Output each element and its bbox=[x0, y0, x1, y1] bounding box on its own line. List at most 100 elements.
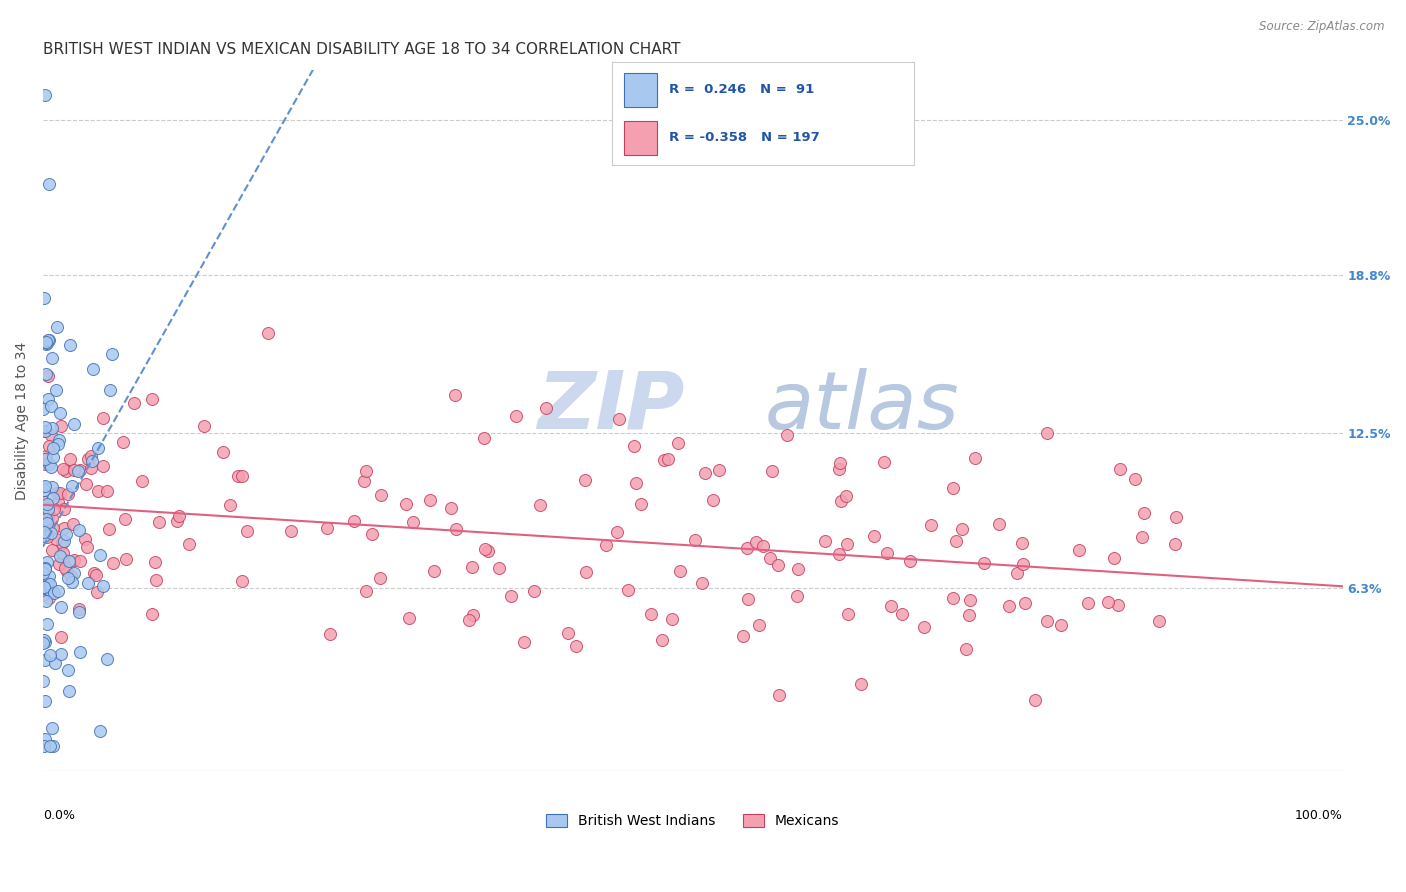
Point bbox=[87, 483, 110, 498]
Point bbox=[32, 581, 55, 595]
Point bbox=[56, 564, 79, 578]
Point bbox=[1050, 617, 1073, 632]
Point bbox=[787, 562, 810, 576]
Point bbox=[343, 515, 366, 529]
Point bbox=[145, 573, 167, 587]
Point bbox=[353, 475, 375, 489]
Point bbox=[669, 564, 692, 578]
Point bbox=[32, 524, 55, 539]
Point bbox=[67, 605, 90, 619]
Point bbox=[231, 574, 253, 588]
Point bbox=[39, 584, 62, 599]
Point bbox=[114, 552, 136, 566]
Point bbox=[48, 557, 70, 571]
Point bbox=[693, 466, 716, 480]
Point bbox=[39, 460, 62, 475]
Point bbox=[963, 450, 986, 465]
Point bbox=[395, 497, 418, 511]
Point bbox=[131, 474, 153, 488]
Point bbox=[103, 556, 125, 570]
Point bbox=[529, 499, 551, 513]
Point bbox=[458, 613, 481, 627]
Point bbox=[463, 608, 485, 623]
Point bbox=[60, 575, 83, 590]
Text: 100.0%: 100.0% bbox=[1295, 809, 1343, 822]
Point bbox=[1123, 472, 1146, 486]
Point bbox=[1102, 550, 1125, 565]
Point bbox=[35, 594, 58, 608]
Point bbox=[34, 478, 56, 492]
Point bbox=[34, 88, 56, 103]
Point bbox=[219, 498, 242, 512]
Point bbox=[39, 428, 62, 442]
Point bbox=[1011, 536, 1033, 550]
Point bbox=[1130, 530, 1153, 544]
Point bbox=[35, 335, 58, 350]
Point bbox=[35, 514, 58, 528]
Point bbox=[38, 591, 60, 605]
Point bbox=[35, 616, 58, 631]
Point bbox=[523, 583, 546, 598]
Point bbox=[63, 463, 86, 477]
Point bbox=[91, 579, 114, 593]
Point bbox=[998, 599, 1021, 613]
Point bbox=[512, 635, 534, 649]
Point bbox=[49, 419, 72, 434]
Point bbox=[45, 383, 67, 397]
Point bbox=[501, 589, 523, 603]
Point bbox=[920, 518, 942, 533]
Point bbox=[39, 739, 62, 753]
Point bbox=[626, 475, 648, 490]
Point bbox=[557, 626, 579, 640]
Point bbox=[62, 517, 84, 532]
Point bbox=[59, 452, 82, 467]
Point bbox=[48, 485, 70, 500]
Point bbox=[82, 362, 104, 376]
Point bbox=[35, 555, 58, 569]
Point bbox=[55, 527, 77, 541]
Point bbox=[735, 541, 758, 555]
Point bbox=[1024, 692, 1046, 706]
Point bbox=[32, 588, 55, 602]
Point bbox=[942, 591, 965, 605]
Point bbox=[828, 462, 851, 476]
Point bbox=[56, 663, 79, 677]
Point bbox=[477, 544, 499, 558]
Point bbox=[143, 555, 166, 569]
Point bbox=[257, 326, 280, 340]
Point bbox=[51, 536, 73, 550]
Point bbox=[49, 630, 72, 644]
Point bbox=[80, 449, 103, 463]
Point bbox=[830, 456, 852, 470]
Point bbox=[32, 636, 55, 650]
Point bbox=[48, 406, 70, 420]
Point bbox=[45, 485, 67, 500]
Point bbox=[1011, 557, 1033, 571]
Point bbox=[34, 562, 56, 576]
Point bbox=[945, 533, 967, 548]
Point bbox=[955, 642, 977, 657]
Point bbox=[828, 547, 851, 561]
Point bbox=[316, 520, 339, 534]
Y-axis label: Disability Age 18 to 34: Disability Age 18 to 34 bbox=[15, 342, 30, 500]
Point bbox=[37, 516, 59, 530]
Point bbox=[912, 620, 935, 634]
Point bbox=[34, 452, 56, 467]
Point bbox=[32, 739, 55, 753]
Point bbox=[813, 534, 835, 549]
Point bbox=[751, 539, 773, 553]
Legend: British West Indians, Mexicans: British West Indians, Mexicans bbox=[540, 809, 845, 834]
Text: ZIP: ZIP bbox=[537, 368, 685, 445]
Point bbox=[48, 434, 70, 448]
Point bbox=[38, 568, 60, 582]
Point bbox=[1035, 615, 1057, 629]
Point bbox=[35, 449, 58, 463]
Point bbox=[849, 677, 872, 691]
Point bbox=[48, 584, 70, 599]
Point bbox=[575, 565, 598, 579]
Point bbox=[51, 647, 73, 661]
Point bbox=[890, 607, 912, 621]
Point bbox=[89, 548, 111, 562]
Point bbox=[1107, 598, 1129, 612]
Point bbox=[370, 488, 392, 502]
